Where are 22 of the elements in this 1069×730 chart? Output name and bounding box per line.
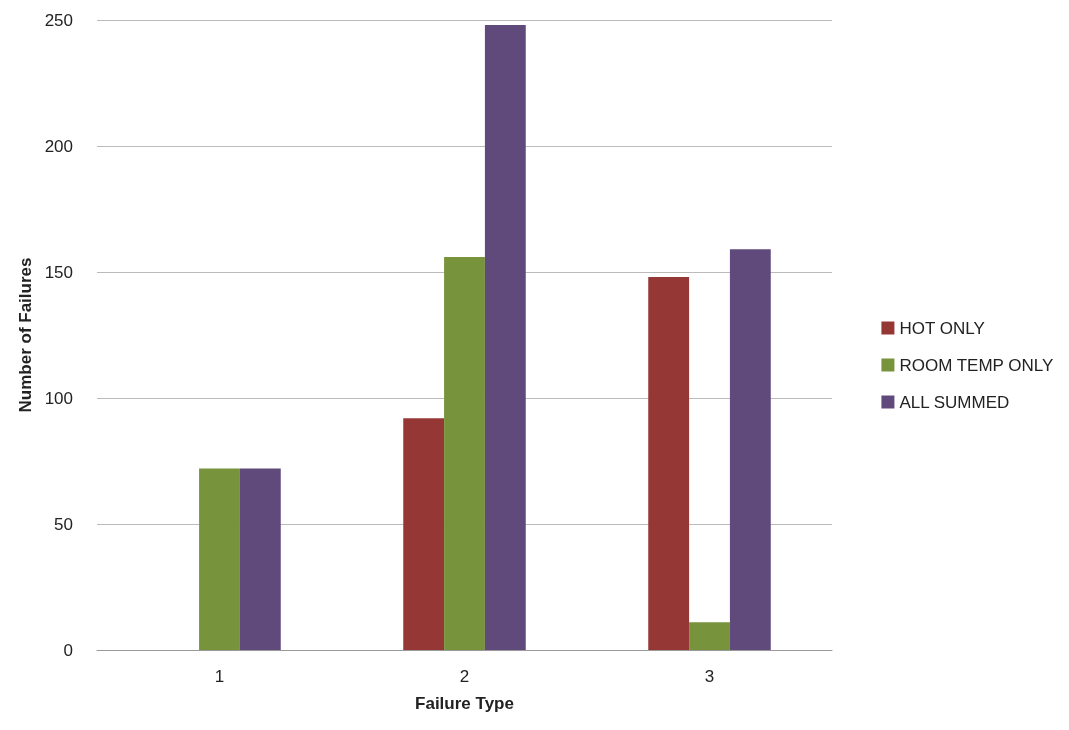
bar — [239, 468, 281, 650]
y-tick-label: 250 — [44, 10, 73, 30]
bar — [648, 277, 690, 650]
y-tick-label: 50 — [54, 514, 73, 534]
y-tick-label: 0 — [63, 640, 73, 660]
bar — [444, 256, 485, 650]
x-axis-title: Failure Type — [415, 694, 514, 713]
bar — [199, 468, 240, 650]
legend-label: HOT ONLY — [899, 318, 985, 338]
x-tick-label: 3 — [704, 667, 715, 686]
y-tick-label: 200 — [44, 136, 73, 156]
legend-label: ALL SUMMED — [899, 392, 1010, 412]
x-tick-label: 2 — [459, 667, 470, 686]
y-tick-label: 100 — [44, 388, 73, 408]
x-tick-label: 1 — [214, 667, 225, 686]
bar — [484, 25, 526, 650]
y-tick-label: 150 — [44, 262, 73, 282]
bar — [403, 418, 445, 650]
bar — [729, 249, 771, 650]
y-axis-title: Number of Failures — [15, 257, 35, 413]
bar — [689, 622, 730, 650]
legend-label: ROOM TEMP ONLY — [899, 355, 1054, 375]
